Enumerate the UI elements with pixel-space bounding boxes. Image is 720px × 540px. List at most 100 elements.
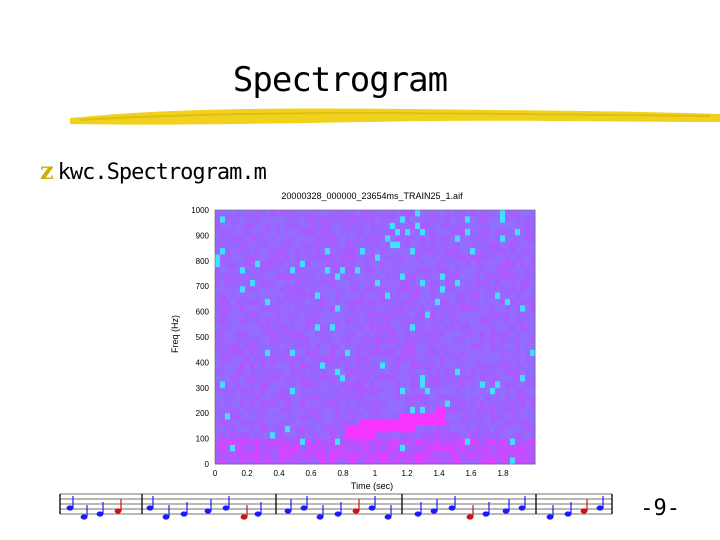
- heatmap-cell: [340, 311, 346, 319]
- heatmap-cell: [255, 298, 261, 306]
- heatmap-cell: [400, 400, 406, 408]
- heatmap-cell: [505, 413, 511, 421]
- music-note-icon: [96, 511, 104, 517]
- heatmap-cell: [425, 279, 431, 287]
- heatmap-cell: [305, 222, 311, 230]
- heatmap-cell: [430, 425, 436, 433]
- heatmap-cell: [345, 210, 351, 217]
- heatmap-cell: [265, 451, 271, 459]
- heatmap-cell: [395, 235, 401, 243]
- heatmap-cell: [415, 330, 421, 338]
- heatmap-cell: [455, 286, 461, 294]
- heatmap-cell: [245, 330, 251, 338]
- heatmap-cell: [455, 241, 461, 249]
- heatmap-cell: [290, 444, 296, 452]
- heatmap-cell: [505, 425, 511, 433]
- heatmap-cell: [395, 286, 401, 294]
- heatmap-cell: [420, 216, 426, 224]
- heatmap-cell: [420, 413, 426, 421]
- heatmap-cell: [450, 305, 456, 313]
- heatmap-cell: [510, 216, 516, 224]
- heatmap-cell: [500, 425, 506, 433]
- heatmap-cell: [450, 292, 456, 300]
- heatmap-cell: [365, 349, 371, 357]
- heatmap-cell: [385, 419, 391, 427]
- heatmap-cell: [520, 337, 526, 344]
- heatmap-cell: [295, 349, 301, 357]
- heatmap-cell: [285, 260, 291, 268]
- heatmap-cell: [325, 419, 331, 427]
- heatmap-cell: [375, 229, 381, 236]
- heatmap-cell: [335, 394, 341, 401]
- heatmap-cell: [320, 387, 326, 395]
- heatmap-cell: [345, 438, 351, 446]
- heatmap-cell: [305, 425, 311, 433]
- heatmap-cell: [370, 292, 376, 300]
- heatmap-cell: [425, 387, 431, 395]
- heatmap-cell: [280, 349, 286, 357]
- heatmap-cell: [285, 273, 291, 281]
- heatmap-cell: [515, 210, 521, 217]
- heatmap-cell: [450, 400, 456, 408]
- heatmap-cell: [495, 343, 501, 351]
- heatmap-cell: [505, 381, 511, 389]
- heatmap-cell: [280, 337, 286, 344]
- heatmap-cell: [505, 368, 511, 376]
- heatmap-cell: [255, 273, 261, 281]
- heatmap-cell: [475, 406, 481, 414]
- heatmap-cell: [250, 248, 256, 255]
- heatmap-cell: [235, 387, 241, 395]
- heatmap-cell: [270, 260, 276, 268]
- heatmap-cell: [530, 362, 536, 370]
- heatmap-cell: [515, 375, 521, 382]
- heatmap-cell: [425, 438, 431, 446]
- heatmap-cell: [345, 362, 351, 370]
- heatmap-cell: [375, 298, 381, 306]
- heatmap-cell: [295, 451, 301, 459]
- heatmap-cell: [325, 368, 331, 376]
- heatmap-cell: [265, 229, 271, 236]
- heatmap-cell: [500, 292, 506, 300]
- heatmap-cell: [495, 394, 501, 401]
- heatmap-cell: [245, 444, 251, 452]
- heatmap-cell: [350, 324, 356, 332]
- heatmap-cell: [300, 400, 306, 408]
- heatmap-cell: [420, 425, 426, 433]
- heatmap-cell: [320, 381, 326, 389]
- heatmap-cell: [415, 400, 421, 408]
- heatmap-cell: [380, 343, 386, 351]
- heatmap-cell: [495, 387, 501, 395]
- heatmap-cell: [240, 432, 246, 440]
- heatmap-cell: [360, 330, 366, 338]
- heatmap-cell: [245, 356, 251, 363]
- heatmap-cell: [485, 362, 491, 370]
- heatmap-cell: [485, 381, 491, 389]
- heatmap-cell: [365, 222, 371, 230]
- heatmap-cell: [355, 362, 361, 370]
- heatmap-cell: [230, 451, 236, 459]
- heatmap-cell: [415, 298, 421, 306]
- heatmap-cell: [500, 216, 506, 224]
- heatmap-cell: [390, 438, 396, 446]
- heatmap-cell: [215, 387, 221, 395]
- heatmap-cell: [310, 406, 316, 414]
- heatmap-cell: [460, 248, 466, 255]
- heatmap-cell: [380, 273, 386, 281]
- heatmap-cell: [510, 419, 516, 427]
- heatmap-cell: [345, 444, 351, 452]
- heatmap-cell: [220, 222, 226, 230]
- heatmap-cell: [515, 241, 521, 249]
- heatmap-cell: [220, 229, 226, 236]
- heatmap-cell: [235, 343, 241, 351]
- heatmap-cell: [315, 356, 321, 363]
- heatmap-cell: [295, 216, 301, 224]
- heatmap-cell: [525, 241, 531, 249]
- heatmap-cell: [310, 387, 316, 395]
- heatmap-cell: [490, 425, 496, 433]
- heatmap-cell: [420, 356, 426, 363]
- heatmap-cell: [255, 362, 261, 370]
- heatmap-cell: [520, 394, 526, 401]
- heatmap-cell: [435, 349, 441, 357]
- heatmap-cell: [245, 317, 251, 325]
- heatmap-cell: [470, 394, 476, 401]
